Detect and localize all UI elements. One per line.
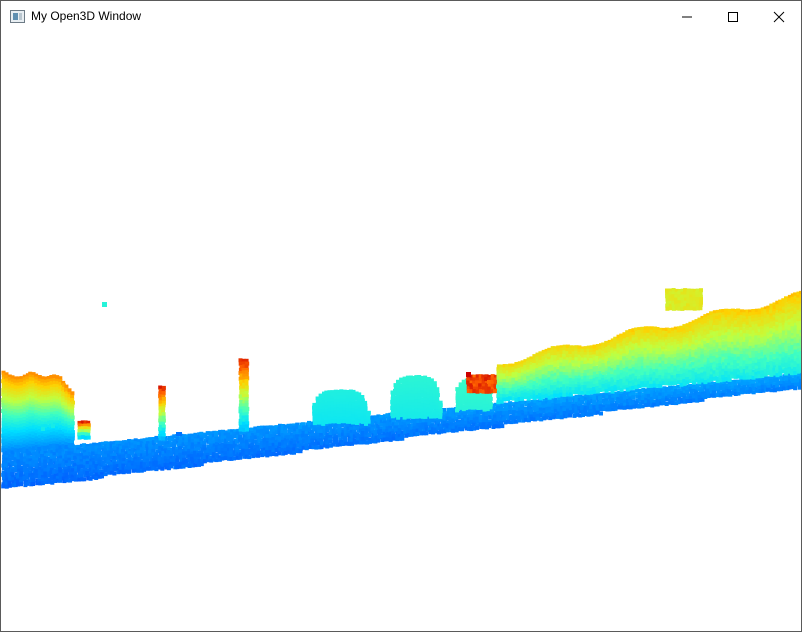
app-window-icon xyxy=(10,10,25,23)
point-cloud[interactable] xyxy=(1,32,801,631)
maximize-icon xyxy=(728,11,738,22)
title-bar[interactable]: My Open3D Window xyxy=(1,1,801,32)
maximize-button[interactable] xyxy=(710,1,756,32)
minimize-button[interactable] xyxy=(664,1,710,32)
close-icon xyxy=(773,11,785,22)
minimize-icon xyxy=(682,16,692,17)
close-button[interactable] xyxy=(756,1,802,32)
window-title: My Open3D Window xyxy=(31,9,142,23)
3d-viewport[interactable] xyxy=(1,32,801,631)
